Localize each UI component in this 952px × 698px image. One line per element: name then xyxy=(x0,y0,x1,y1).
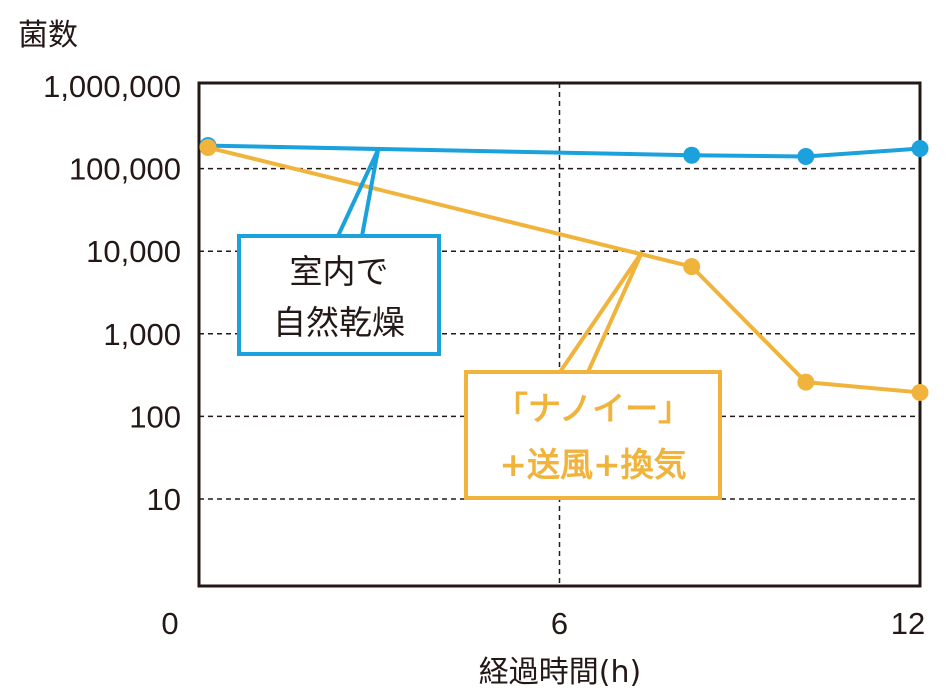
callout-label-1: 「ナノイー」 xyxy=(495,389,691,428)
y-tick-label: 10 xyxy=(147,482,181,517)
x-tick-label: 12 xyxy=(891,606,925,641)
plot-frame xyxy=(197,81,922,588)
y-tick-label: 10,000 xyxy=(86,234,181,269)
callout-box-1 xyxy=(464,370,722,500)
callout-box-0 xyxy=(237,234,441,356)
y-axis-title: 菌数 xyxy=(18,18,78,53)
series-line-1 xyxy=(207,145,921,395)
x-tick-label: 0 xyxy=(161,606,178,641)
series-point-1 xyxy=(797,373,815,391)
series-line-0 xyxy=(207,143,921,159)
callout-label-0: 室内で xyxy=(290,252,389,291)
series-point-1 xyxy=(683,258,701,276)
series-point-0 xyxy=(797,148,815,166)
y-tick-label: 100 xyxy=(129,399,181,434)
x-axis-title: 経過時間(h) xyxy=(479,655,641,690)
y-tick-label: 1,000 xyxy=(103,317,181,352)
y-tick-label: 1,000,000 xyxy=(43,69,181,104)
callout-label-1: +送風+換気 xyxy=(499,445,686,484)
callout-pointer-1 xyxy=(558,250,644,374)
y-tick-labels: 10 100 1,000 10,000 100,000 1,000,000 xyxy=(43,69,181,517)
x-tick-labels: 0 6 12 xyxy=(161,606,925,641)
callout-pointer-0 xyxy=(336,149,380,237)
series-point-1 xyxy=(911,383,929,401)
y-tick-label: 100,000 xyxy=(69,152,181,187)
x-tick-label: 6 xyxy=(551,606,568,641)
series-point-0 xyxy=(683,146,701,164)
series-point-1 xyxy=(199,139,217,157)
series-layer xyxy=(199,137,929,401)
callout-label-0: 自然乾燥 xyxy=(273,303,405,342)
series-point-0 xyxy=(911,140,929,158)
